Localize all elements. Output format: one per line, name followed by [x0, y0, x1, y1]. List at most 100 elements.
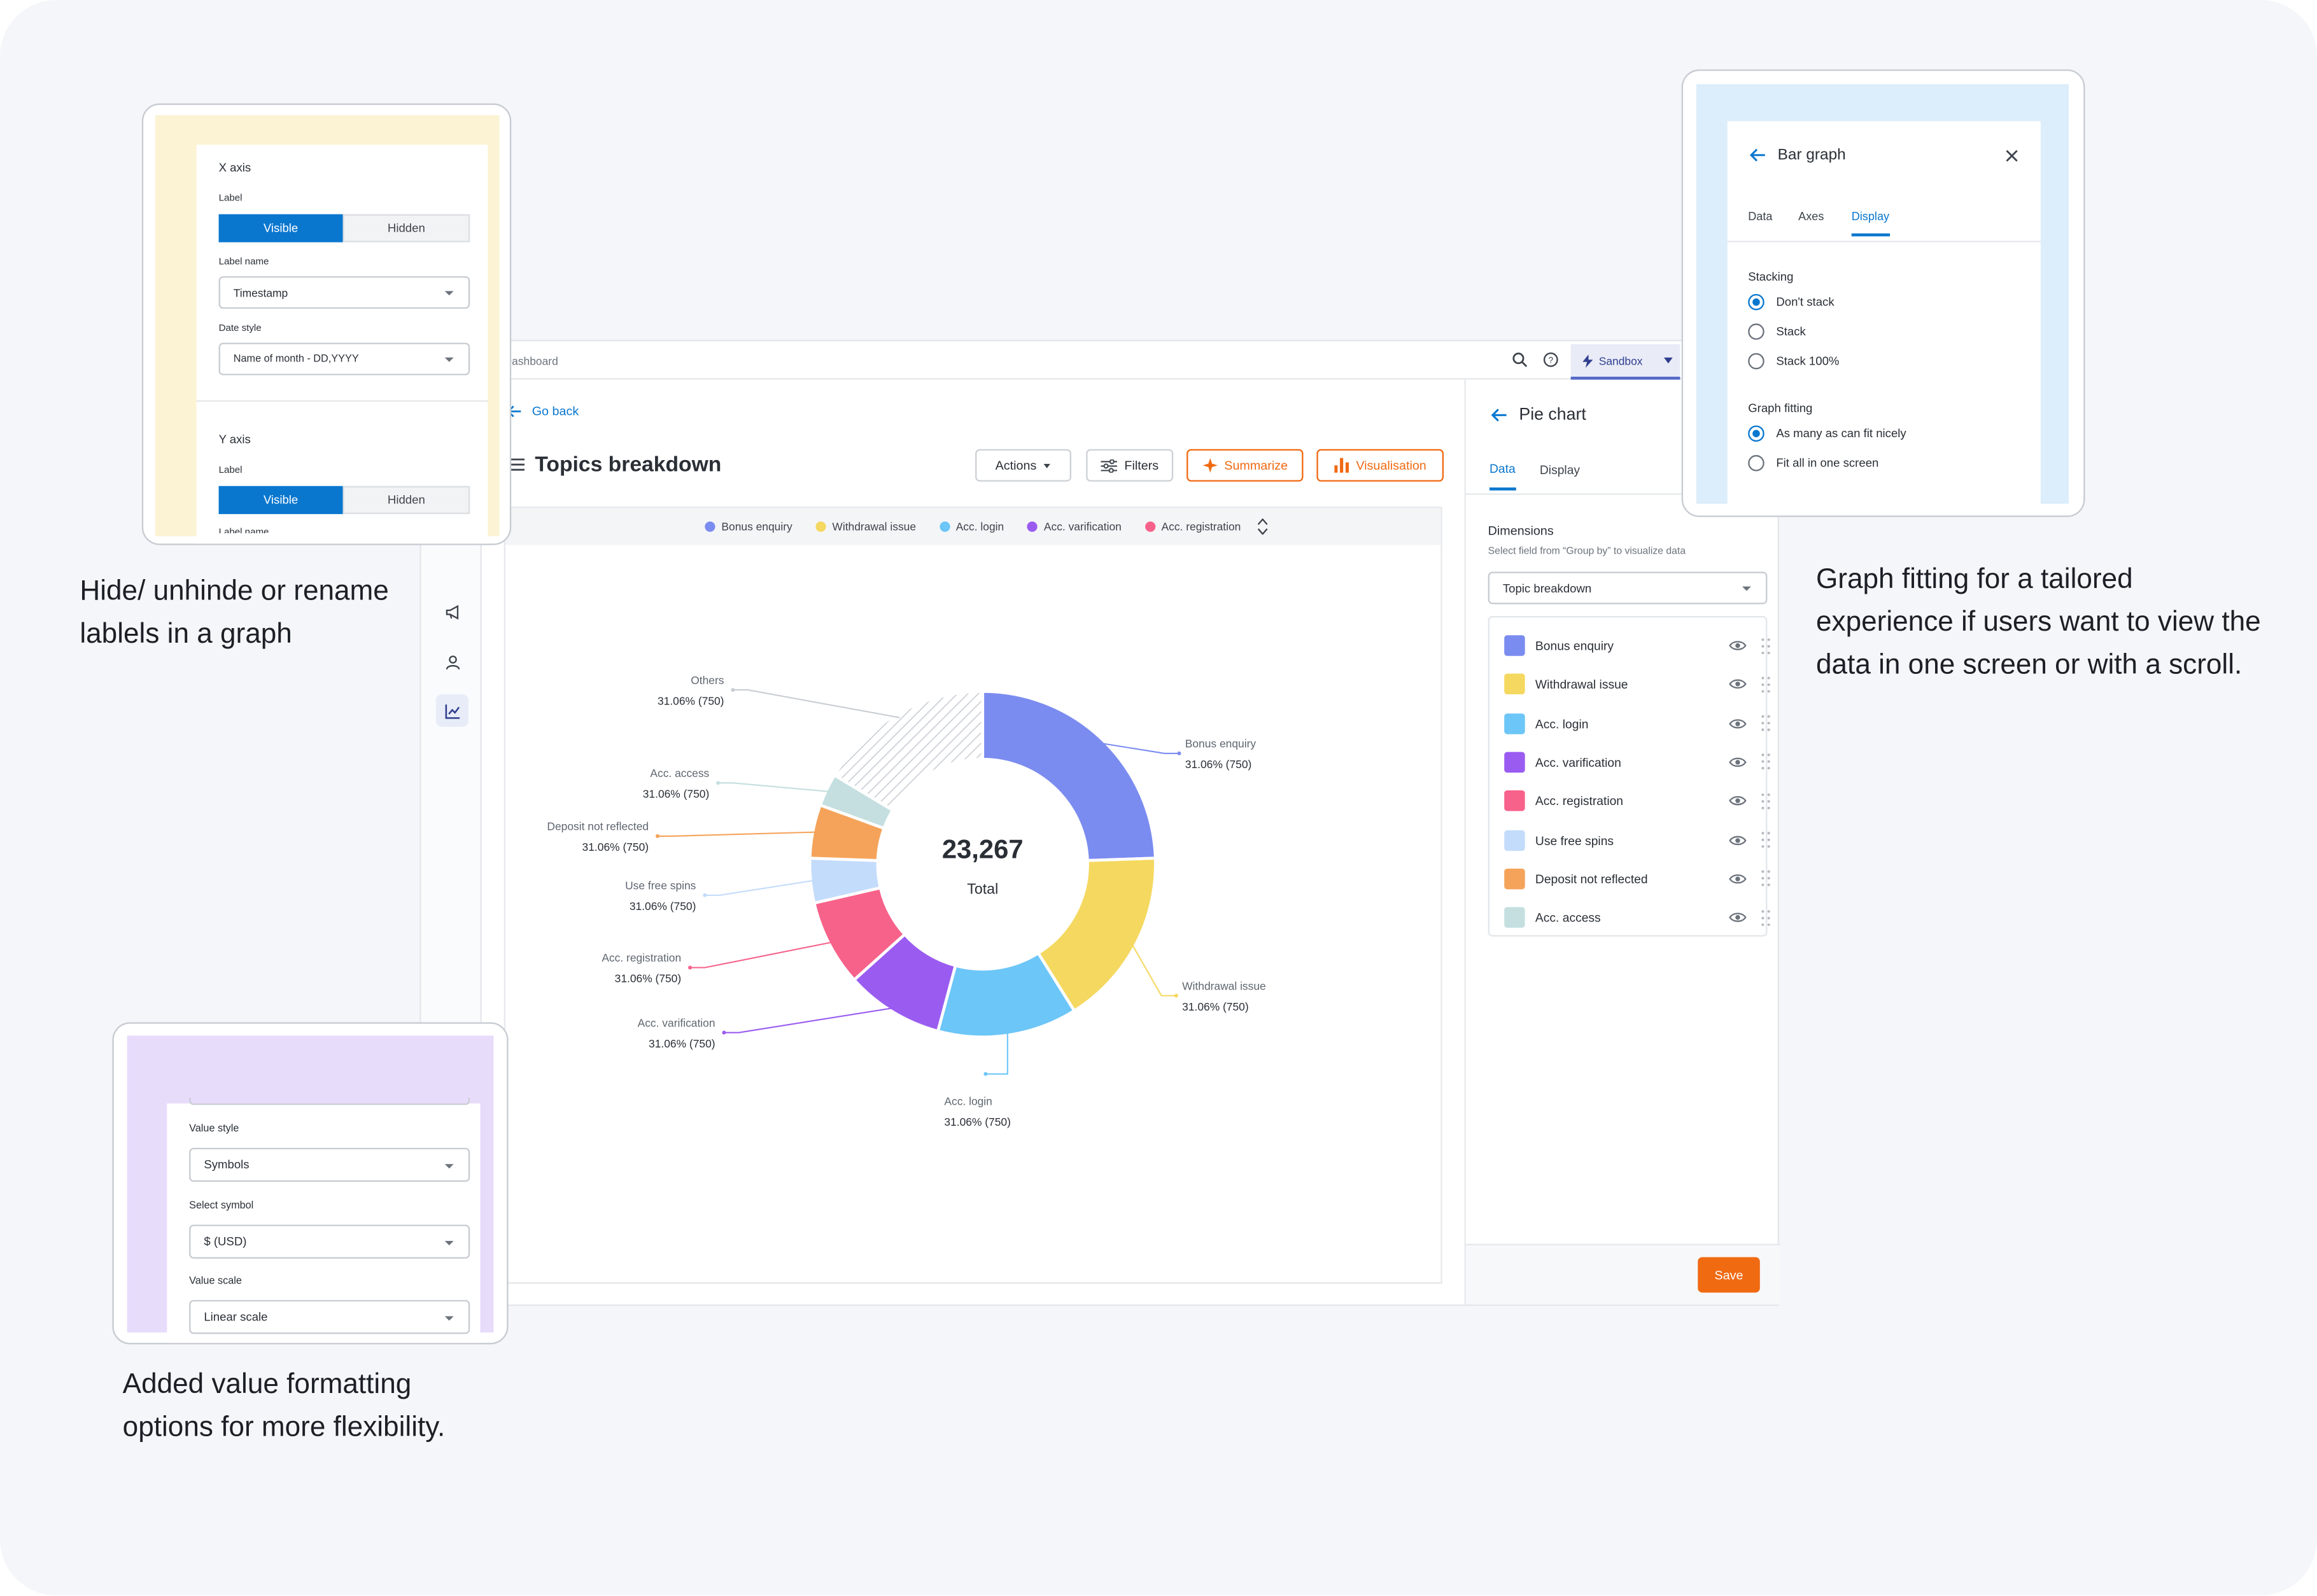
legend-item[interactable]: Acc. login	[940, 520, 1004, 533]
leader-line	[1099, 742, 1180, 754]
radio-dont-stack[interactable]: Don't stack	[1748, 293, 1835, 311]
leader-dot	[731, 688, 735, 692]
eye-icon[interactable]	[1729, 834, 1747, 846]
eye-icon[interactable]	[1729, 912, 1747, 924]
legend-item[interactable]: Acc. varification	[1027, 520, 1122, 533]
label-name-caption: Label name	[218, 256, 269, 268]
tab-data[interactable]: Data	[1489, 461, 1516, 491]
caption-labels: Hide/ unhinde or rename lablels in a grap…	[80, 570, 388, 656]
leader-dot	[716, 781, 721, 785]
dimension-row[interactable]: Bonus enquiry	[1504, 626, 1770, 664]
sliders-icon	[1101, 458, 1117, 472]
slice-label: Others 31.06% (750)	[658, 671, 724, 712]
filters-label: Filters	[1124, 458, 1159, 473]
leader-line	[985, 1030, 1008, 1075]
y-hidden-option[interactable]: Hidden	[342, 486, 470, 514]
caption-line: experience if users want to view the	[1816, 607, 2261, 638]
stacking-heading: Stacking	[1748, 270, 1794, 284]
dimension-swatch	[1504, 752, 1525, 773]
rail-item-analytics[interactable]	[435, 694, 468, 727]
rail-item-users[interactable]	[436, 645, 468, 678]
date-style-select[interactable]: Name of month - DD,YYYY	[218, 342, 470, 375]
drag-handle-icon[interactable]	[1761, 909, 1770, 926]
summarize-button[interactable]: Summarize	[1187, 449, 1304, 482]
arrow-left-icon[interactable]	[1491, 408, 1507, 423]
radio-stack[interactable]: Stack	[1748, 323, 1806, 340]
slice-others[interactable]	[832, 690, 985, 813]
rail-item-campaigns[interactable]	[436, 596, 468, 628]
drag-handle-icon[interactable]	[1761, 715, 1770, 732]
dimension-row[interactable]: Acc. registration	[1504, 781, 1770, 820]
dimension-row[interactable]: Deposit not reflected	[1504, 860, 1770, 898]
filters-button[interactable]: Filters	[1086, 449, 1174, 482]
group-by-select[interactable]: Topic breakdown	[1488, 571, 1768, 605]
legend-item[interactable]: Withdrawal issue	[815, 520, 916, 533]
x-hidden-option[interactable]: Hidden	[342, 214, 470, 242]
slice-bonus-enquiry[interactable]	[981, 690, 1157, 862]
legend-item[interactable]: Acc. registration	[1144, 520, 1241, 533]
tab-display[interactable]: Display	[1851, 210, 1890, 237]
dimension-row[interactable]: Acc. login	[1504, 704, 1770, 742]
visualisation-button[interactable]: Visualisation	[1316, 449, 1444, 482]
drag-handle-icon[interactable]	[1761, 871, 1770, 887]
eye-icon[interactable]	[1729, 756, 1747, 768]
y-visible-option[interactable]: Visible	[218, 486, 343, 514]
page-title: Topics breakdown	[535, 453, 722, 477]
breadcrumb[interactable]: Dashboard	[504, 354, 558, 368]
leader-line	[705, 879, 815, 896]
axis-divider	[196, 400, 488, 402]
tab-axes[interactable]: Axes	[1798, 209, 1824, 223]
drag-handle-icon[interactable]	[1761, 793, 1770, 809]
legend-item[interactable]: Bonus enquiry	[705, 520, 792, 533]
drag-handle-icon[interactable]	[1761, 676, 1770, 693]
bar-graph-card: Bar graph Data Axes Display Stacking Don…	[1681, 69, 2085, 517]
radio-fit-nicely[interactable]: As many as can fit nicely	[1748, 425, 1906, 442]
dimension-row[interactable]: Acc. varification	[1504, 743, 1770, 781]
eye-icon[interactable]	[1729, 717, 1747, 729]
label-name-input[interactable]: Timestamp	[218, 276, 470, 309]
tab-data[interactable]: Data	[1748, 209, 1773, 223]
slice-label: Withdrawal issue 31.06% (750)	[1182, 976, 1266, 1018]
tab-display[interactable]: Display	[1539, 462, 1581, 477]
eye-icon[interactable]	[1729, 678, 1747, 690]
sort-icon[interactable]	[1257, 518, 1268, 535]
donut-total-label: Total	[967, 881, 999, 899]
radio-fit-one-screen[interactable]: Fit all in one screen	[1748, 454, 1879, 472]
arrow-left-icon[interactable]	[1749, 148, 1766, 162]
drag-handle-icon[interactable]	[1761, 754, 1770, 771]
dimension-row[interactable]: Use free spins	[1504, 821, 1770, 859]
close-icon[interactable]	[2005, 149, 2018, 162]
drag-handle-icon[interactable]	[1761, 637, 1770, 654]
search-icon[interactable]	[1512, 351, 1528, 368]
dimension-row[interactable]: Acc. access	[1504, 899, 1770, 937]
legend-swatch	[705, 521, 716, 532]
save-button[interactable]: Save	[1698, 1257, 1760, 1293]
legend-swatch	[815, 521, 827, 532]
slice-value: 31.06% (750)	[649, 1037, 715, 1051]
legend-swatch	[1027, 521, 1038, 532]
select-symbol-caption: Select symbol	[189, 1201, 254, 1212]
cut-select	[189, 1097, 470, 1105]
caption-line: options for more flexibility.	[122, 1412, 446, 1444]
radio-stack-100[interactable]: Stack 100%	[1748, 353, 1839, 370]
y-label-name-caption: Label name	[218, 527, 269, 534]
value-scale-select[interactable]: Linear scale	[189, 1299, 470, 1334]
help-icon[interactable]: ?	[1543, 351, 1560, 368]
x-visible-option[interactable]: Visible	[218, 214, 343, 242]
radio-label: Fit all in one screen	[1776, 456, 1879, 470]
value-style-select[interactable]: Symbols	[189, 1147, 470, 1182]
group-by-value: Topic breakdown	[1502, 581, 1592, 595]
eye-icon[interactable]	[1729, 640, 1747, 652]
eye-icon[interactable]	[1729, 795, 1747, 807]
sandbox-switcher[interactable]: Sandbox	[1570, 344, 1680, 380]
label-name-value: Timestamp	[233, 286, 288, 300]
dimension-row[interactable]: Withdrawal issue	[1504, 665, 1770, 703]
date-style-value: Name of month - DD,YYYY	[233, 353, 359, 365]
slice-label: Acc. varification 31.06% (750)	[638, 1013, 715, 1054]
actions-button[interactable]: Actions	[975, 449, 1072, 482]
eye-icon[interactable]	[1729, 872, 1747, 885]
symbol-select[interactable]: $ (USD)	[189, 1224, 470, 1259]
drag-handle-icon[interactable]	[1761, 832, 1770, 848]
dimension-swatch	[1504, 635, 1525, 656]
